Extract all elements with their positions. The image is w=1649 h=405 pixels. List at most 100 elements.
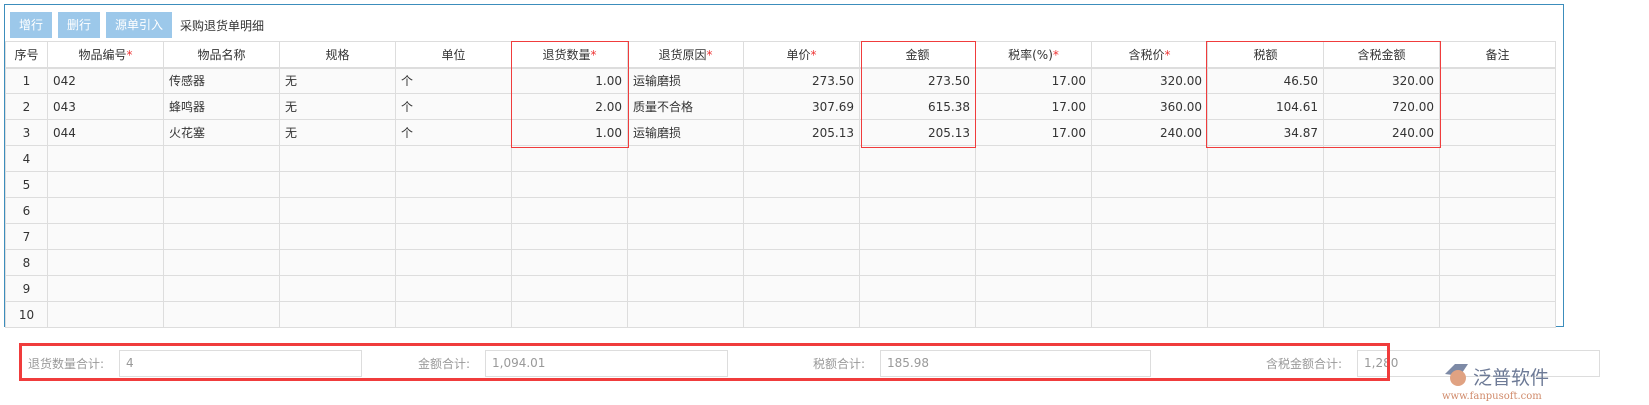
table-cell[interactable] [1091, 301, 1208, 328]
table-cell[interactable] [627, 275, 744, 302]
table-cell[interactable] [975, 301, 1092, 328]
table-cell[interactable]: 1 [5, 67, 48, 94]
table-cell[interactable]: 运输磨损 [627, 67, 744, 94]
table-cell[interactable]: 043 [47, 93, 164, 120]
table-row[interactable]: 9 [5, 275, 1556, 302]
table-cell[interactable] [859, 249, 976, 276]
table-cell[interactable] [47, 171, 164, 198]
table-row[interactable]: 8 [5, 249, 1556, 276]
add-row-button[interactable]: 增行 [10, 12, 53, 38]
column-header[interactable]: 规格 [279, 41, 396, 69]
table-cell[interactable] [163, 171, 280, 198]
table-cell[interactable]: 205.13 [859, 119, 976, 146]
table-cell[interactable] [279, 275, 396, 302]
table-cell[interactable]: 3 [5, 119, 48, 146]
table-cell[interactable]: 火花塞 [163, 119, 280, 146]
table-cell[interactable]: 34.87 [1207, 119, 1324, 146]
table-cell[interactable]: 104.61 [1207, 93, 1324, 120]
table-cell[interactable]: 46.50 [1207, 67, 1324, 94]
table-cell[interactable] [47, 275, 164, 302]
table-cell[interactable] [511, 223, 628, 250]
column-header[interactable]: 税额 [1207, 41, 1324, 69]
table-row[interactable]: 10 [5, 301, 1556, 328]
table-cell[interactable] [1439, 197, 1556, 224]
table-cell[interactable] [47, 223, 164, 250]
table-row[interactable]: 4 [5, 145, 1556, 172]
table-cell[interactable] [627, 301, 744, 328]
column-header[interactable]: 序号 [5, 41, 48, 69]
table-cell[interactable] [511, 197, 628, 224]
table-cell[interactable] [163, 145, 280, 172]
table-cell[interactable] [1439, 119, 1556, 146]
table-cell[interactable] [395, 249, 512, 276]
table-cell[interactable]: 2 [5, 93, 48, 120]
table-cell[interactable]: 运输磨损 [627, 119, 744, 146]
table-cell[interactable]: 10 [5, 301, 48, 328]
table-cell[interactable]: 044 [47, 119, 164, 146]
column-header[interactable]: 物品编号* [47, 41, 164, 69]
table-cell[interactable] [163, 197, 280, 224]
import-source-button[interactable]: 源单引入 [106, 12, 173, 38]
table-cell[interactable]: 蜂鸣器 [163, 93, 280, 120]
table-cell[interactable]: 273.50 [859, 67, 976, 94]
table-cell[interactable] [1439, 275, 1556, 302]
table-row[interactable]: 7 [5, 223, 1556, 250]
table-cell[interactable] [1439, 223, 1556, 250]
table-cell[interactable] [627, 249, 744, 276]
table-cell[interactable] [975, 145, 1092, 172]
table-cell[interactable]: 传感器 [163, 67, 280, 94]
table-cell[interactable] [1091, 249, 1208, 276]
table-cell[interactable]: 9 [5, 275, 48, 302]
table-cell[interactable] [1207, 171, 1324, 198]
table-cell[interactable] [395, 145, 512, 172]
table-cell[interactable] [975, 249, 1092, 276]
column-header[interactable]: 税率(%)* [975, 41, 1092, 69]
column-header[interactable]: 单位 [395, 41, 512, 69]
column-header[interactable]: 退货数量* [511, 41, 628, 69]
column-header[interactable]: 含税金额 [1323, 41, 1440, 69]
table-cell[interactable]: 5 [5, 171, 48, 198]
table-cell[interactable] [511, 275, 628, 302]
table-cell[interactable] [1091, 223, 1208, 250]
table-cell[interactable]: 307.69 [743, 93, 860, 120]
table-cell[interactable]: 个 [395, 93, 512, 120]
table-cell[interactable] [1439, 67, 1556, 94]
table-cell[interactable] [279, 223, 396, 250]
table-cell[interactable] [1207, 275, 1324, 302]
table-cell[interactable]: 1.00 [511, 119, 628, 146]
table-cell[interactable]: 17.00 [975, 67, 1092, 94]
table-cell[interactable] [975, 275, 1092, 302]
table-cell[interactable] [743, 249, 860, 276]
table-cell[interactable] [743, 301, 860, 328]
table-cell[interactable]: 720.00 [1323, 93, 1440, 120]
table-cell[interactable]: 17.00 [975, 93, 1092, 120]
table-cell[interactable] [627, 223, 744, 250]
table-cell[interactable]: 4 [5, 145, 48, 172]
table-cell[interactable]: 1.00 [511, 67, 628, 94]
table-cell[interactable] [1207, 223, 1324, 250]
table-cell[interactable] [279, 301, 396, 328]
table-cell[interactable] [395, 171, 512, 198]
table-cell[interactable] [511, 301, 628, 328]
table-cell[interactable] [743, 171, 860, 198]
column-header[interactable]: 金额 [859, 41, 976, 69]
table-cell[interactable] [743, 223, 860, 250]
table-cell[interactable] [627, 197, 744, 224]
column-header[interactable]: 退货原因* [627, 41, 744, 69]
column-header[interactable]: 单价* [743, 41, 860, 69]
table-cell[interactable] [1439, 249, 1556, 276]
table-cell[interactable] [395, 275, 512, 302]
column-header[interactable]: 含税价* [1091, 41, 1208, 69]
table-cell[interactable] [395, 223, 512, 250]
column-header[interactable]: 备注 [1439, 41, 1556, 69]
table-cell[interactable]: 240.00 [1323, 119, 1440, 146]
table-cell[interactable] [1207, 249, 1324, 276]
table-cell[interactable] [743, 145, 860, 172]
table-cell[interactable] [1323, 223, 1440, 250]
table-cell[interactable] [395, 197, 512, 224]
table-cell[interactable]: 320.00 [1323, 67, 1440, 94]
table-cell[interactable] [859, 275, 976, 302]
table-cell[interactable]: 320.00 [1091, 67, 1208, 94]
table-cell[interactable] [1323, 171, 1440, 198]
table-cell[interactable] [859, 301, 976, 328]
